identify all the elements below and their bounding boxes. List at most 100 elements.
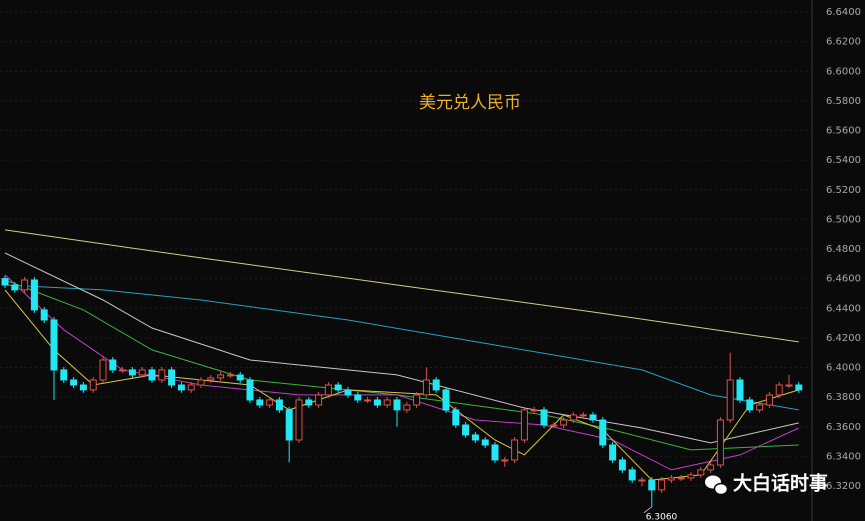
y-tick-label: 6.5800 <box>826 96 861 107</box>
y-tick-label: 6.4400 <box>826 303 861 314</box>
candle-body <box>138 369 146 376</box>
watermark: 大白话时事 <box>705 472 828 496</box>
candle-body <box>324 384 332 396</box>
y-tick-label: 6.4200 <box>826 333 861 344</box>
candle-body <box>618 459 626 471</box>
candle-body <box>756 404 764 411</box>
candle-body <box>226 374 234 377</box>
candle-body <box>746 399 754 411</box>
candle-body <box>491 444 499 461</box>
candle-body <box>70 379 78 386</box>
candle-body <box>30 279 38 311</box>
candle-body <box>275 399 283 411</box>
candle-body <box>452 409 460 426</box>
candle-body <box>187 384 195 391</box>
low-annotation: 6.3060 <box>646 512 678 521</box>
grid <box>0 11 812 487</box>
candle-body <box>168 369 176 386</box>
candle-body <box>687 474 695 479</box>
candle-body <box>667 477 675 481</box>
candle-body <box>403 404 411 411</box>
y-tick-label: 6.3600 <box>826 422 861 433</box>
candle-body <box>785 384 793 387</box>
moving-average-line <box>4 252 799 444</box>
candle-body <box>21 279 29 291</box>
moving-average-line <box>4 279 799 451</box>
candle-body <box>422 379 430 396</box>
moving-average-line <box>4 284 799 411</box>
candle-body <box>775 384 783 396</box>
y-tick-label: 6.6400 <box>826 7 861 18</box>
candle-body <box>628 469 636 481</box>
wechat-icon <box>713 482 729 496</box>
candle-body <box>99 359 107 381</box>
candle-body <box>579 414 587 417</box>
candle-body <box>89 379 97 391</box>
candle-body <box>697 469 705 476</box>
y-tick-label: 6.5200 <box>826 185 861 196</box>
candle-body <box>334 384 342 391</box>
candle-body <box>569 414 577 421</box>
candle-body <box>442 389 450 411</box>
y-tick-label: 6.4800 <box>826 244 861 255</box>
candle-body <box>40 309 48 321</box>
candle-body <box>246 379 254 401</box>
candle-body <box>344 389 352 396</box>
candle-body <box>207 377 215 381</box>
candle-body <box>158 369 166 381</box>
candle-body <box>589 414 597 421</box>
candle-body <box>638 479 646 482</box>
candle-body <box>236 374 244 381</box>
candle-body <box>481 439 489 446</box>
candle-body <box>540 409 548 426</box>
candle-body <box>471 434 479 441</box>
candle-body <box>511 439 519 461</box>
candle-body <box>109 359 117 371</box>
candle-body <box>432 379 440 391</box>
y-tick-label: 6.3400 <box>826 451 861 462</box>
candle-body <box>795 384 803 391</box>
candle-body <box>197 379 205 386</box>
candle-body <box>11 284 19 291</box>
candle-body <box>148 369 156 381</box>
candle-body <box>50 319 58 371</box>
candle-body <box>393 399 401 411</box>
y-tick-label: 6.6200 <box>826 37 861 48</box>
candle-body <box>599 419 607 446</box>
candle-body <box>315 394 323 406</box>
moving-average-line <box>4 274 800 471</box>
candle-body <box>677 477 685 480</box>
y-tick-label: 6.3800 <box>826 392 861 403</box>
moving-averages <box>4 229 800 481</box>
y-tick-label: 6.6000 <box>826 66 861 77</box>
y-tick-label: 6.4600 <box>826 274 861 285</box>
candle-body <box>658 479 666 491</box>
candle-body <box>177 384 185 391</box>
chart-title: 美元兑人民币 <box>419 93 521 113</box>
moving-average-line <box>4 289 799 481</box>
candle-body <box>550 424 558 427</box>
y-tick-label: 6.5400 <box>826 155 861 166</box>
candle-body <box>285 409 293 441</box>
candle-body <box>716 419 724 466</box>
candle-body <box>383 399 391 406</box>
candle-body <box>462 424 470 436</box>
candle-body <box>726 379 734 421</box>
candle-body <box>373 399 381 406</box>
candle-body <box>530 409 538 412</box>
candle-body <box>128 369 136 376</box>
candle-body <box>609 444 617 461</box>
moving-average-line <box>4 229 799 343</box>
candle-body <box>1 278 9 286</box>
annotation-pointer <box>643 506 653 514</box>
candle-body <box>354 394 362 401</box>
candle-body <box>413 394 421 406</box>
candle-body <box>765 394 773 406</box>
candle-body <box>79 384 87 391</box>
candle-body <box>256 399 264 406</box>
candle-body <box>648 479 656 491</box>
candles <box>1 275 803 507</box>
watermark-text: 大白话时事 <box>733 472 828 495</box>
candle-body <box>736 379 744 401</box>
